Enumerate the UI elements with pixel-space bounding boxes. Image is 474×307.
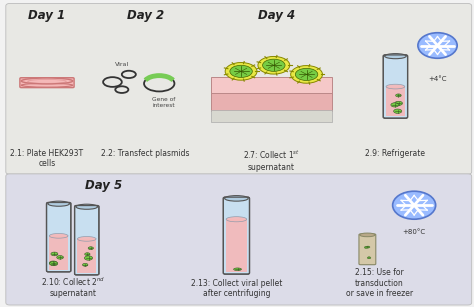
Text: 2.7: Collect 1$^{st}$
supernatant: 2.7: Collect 1$^{st}$ supernatant: [243, 149, 300, 172]
Bar: [210, 110, 332, 122]
Ellipse shape: [366, 246, 370, 248]
Text: Day 5: Day 5: [84, 179, 122, 192]
Bar: [210, 77, 332, 94]
Ellipse shape: [48, 201, 70, 206]
Ellipse shape: [49, 234, 68, 238]
Bar: [226, 219, 246, 272]
Ellipse shape: [393, 109, 402, 113]
FancyBboxPatch shape: [383, 55, 408, 118]
Ellipse shape: [263, 59, 285, 71]
Ellipse shape: [234, 268, 241, 270]
Ellipse shape: [391, 103, 399, 107]
FancyBboxPatch shape: [20, 78, 74, 87]
Text: 2.9: Refrigerate: 2.9: Refrigerate: [365, 149, 426, 158]
FancyBboxPatch shape: [223, 197, 249, 274]
Ellipse shape: [21, 78, 73, 84]
Bar: [49, 236, 68, 270]
Ellipse shape: [396, 94, 401, 97]
Ellipse shape: [76, 204, 98, 209]
Ellipse shape: [84, 256, 92, 260]
Ellipse shape: [225, 196, 248, 201]
Ellipse shape: [386, 84, 405, 89]
Bar: [77, 239, 96, 273]
Text: +80°C: +80°C: [402, 229, 426, 235]
Text: 2.10: Collect 2$^{nd}$
supernatant: 2.10: Collect 2$^{nd}$ supernatant: [41, 275, 105, 298]
FancyBboxPatch shape: [359, 234, 376, 265]
Ellipse shape: [418, 33, 457, 58]
Text: 2.13: Collect viral pellet
after centrifuging: 2.13: Collect viral pellet after centrif…: [191, 279, 282, 298]
Ellipse shape: [258, 56, 290, 74]
FancyBboxPatch shape: [6, 3, 472, 174]
Text: 2.15: Use for
transduction
or save in freezer: 2.15: Use for transduction or save in fr…: [346, 268, 413, 298]
Ellipse shape: [392, 191, 436, 219]
Ellipse shape: [77, 236, 96, 241]
Text: 2.2: Transfect plasmids: 2.2: Transfect plasmids: [101, 149, 190, 158]
Text: Day 2: Day 2: [127, 9, 164, 22]
FancyBboxPatch shape: [6, 174, 472, 305]
Text: Day 1: Day 1: [28, 9, 65, 22]
Ellipse shape: [395, 101, 402, 105]
Text: Viral: Viral: [115, 62, 129, 68]
Ellipse shape: [367, 257, 371, 259]
Ellipse shape: [384, 54, 406, 59]
Ellipse shape: [291, 66, 322, 83]
Ellipse shape: [50, 262, 58, 266]
Ellipse shape: [57, 255, 64, 259]
Ellipse shape: [225, 63, 257, 80]
FancyBboxPatch shape: [74, 205, 99, 275]
Ellipse shape: [230, 65, 252, 77]
Ellipse shape: [85, 253, 90, 255]
Ellipse shape: [365, 247, 368, 248]
Ellipse shape: [295, 68, 318, 80]
Text: Gene of
interest: Gene of interest: [152, 97, 175, 108]
Bar: [210, 93, 332, 111]
Ellipse shape: [49, 261, 57, 265]
Bar: [386, 87, 405, 116]
Ellipse shape: [226, 217, 246, 222]
Ellipse shape: [88, 247, 93, 250]
Text: +4°C: +4°C: [428, 76, 447, 82]
Ellipse shape: [21, 83, 73, 87]
Ellipse shape: [82, 263, 88, 266]
FancyBboxPatch shape: [46, 203, 71, 272]
Ellipse shape: [51, 252, 58, 256]
Text: Day 4: Day 4: [257, 9, 295, 22]
Text: 2.1: Plate HEK293T
cells: 2.1: Plate HEK293T cells: [10, 149, 83, 168]
Ellipse shape: [360, 233, 375, 237]
